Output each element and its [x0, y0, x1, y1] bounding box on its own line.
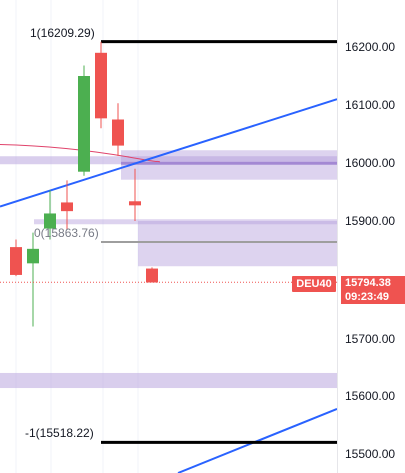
- fibonacci-levels: [101, 40, 337, 444]
- price-tick: 16100.00: [345, 98, 396, 112]
- candle-body: [146, 268, 158, 283]
- symbol-tag: DEU40: [292, 276, 336, 292]
- current-price-value: 15794.38: [345, 277, 391, 289]
- zone-lower-strip: [34, 219, 337, 225]
- bar-countdown: 09:23:49: [345, 291, 390, 303]
- candle-body: [129, 201, 141, 206]
- moving-average-path: [0, 143, 161, 163]
- zone-upper-midline: [121, 161, 337, 165]
- candle-body: [95, 52, 107, 119]
- fib-label-mid: 0(15863.76): [34, 226, 99, 240]
- price-axis[interactable]: 16200.00 16100.00 16000.00 15900.00 1570…: [337, 0, 405, 473]
- price-tick: 16000.00: [345, 156, 396, 170]
- price-tick: 15600.00: [345, 389, 396, 403]
- candle-body: [61, 202, 73, 212]
- candle-body: [44, 213, 56, 229]
- trendline-upper: [0, 98, 338, 208]
- price-tick: 15900.00: [345, 214, 396, 228]
- current-price-label: 15794.38 09:23:49: [341, 276, 405, 304]
- zone-upper: [121, 150, 337, 180]
- fib-label-bottom: -1(15518.22): [25, 426, 94, 440]
- zone-bottom: [0, 372, 337, 389]
- zone-lower: [138, 221, 337, 267]
- candle-body: [27, 248, 39, 264]
- price-tick: 15700.00: [345, 332, 396, 346]
- zone-left-band: [0, 156, 337, 165]
- fib-label-top: 1(16209.29): [30, 26, 95, 40]
- moving-average-line: [0, 143, 161, 163]
- candle-body: [10, 247, 22, 275]
- candles: [10, 41, 158, 327]
- supply-demand-zones: [0, 150, 337, 389]
- price-tick: 15500.00: [345, 447, 396, 461]
- candle-body: [78, 76, 90, 172]
- price-tick: 16200.00: [345, 40, 396, 54]
- candle-body: [112, 119, 124, 146]
